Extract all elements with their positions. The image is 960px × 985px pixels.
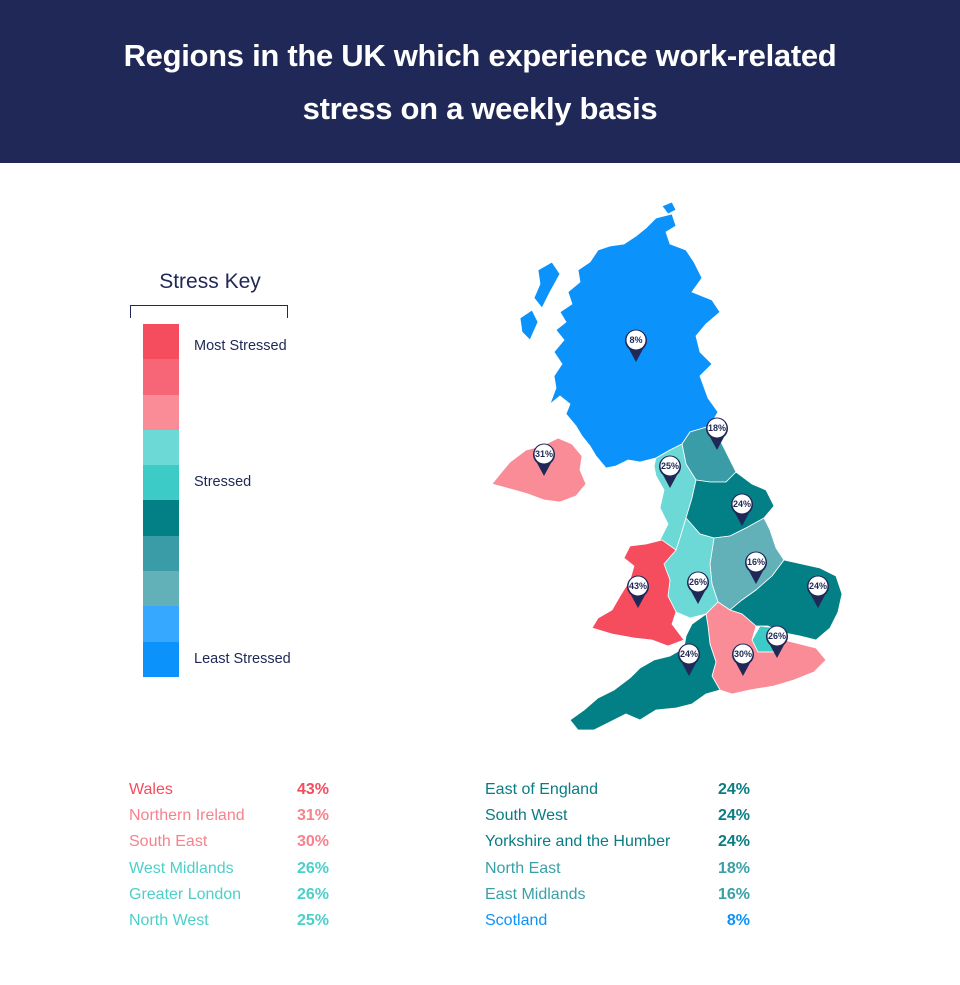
region-scotland-isles-west: [533, 261, 561, 309]
region-name: Wales: [129, 781, 173, 798]
map-pin-scotland: 8%: [625, 329, 647, 362]
map-pin-label: 43%: [629, 581, 647, 591]
region-name: South West: [485, 807, 568, 825]
region-percentage: 26%: [296, 885, 329, 903]
map-pin-northern-ireland: 31%: [533, 443, 555, 476]
map-pin-south-west: 24%: [678, 643, 700, 676]
map-pin-yorkshire: 24%: [731, 493, 753, 526]
region-name: Greater London: [129, 885, 242, 903]
map-pin-label: 31%: [535, 449, 553, 459]
map-pin-label: 30%: [734, 649, 752, 659]
map-pin-label: 16%: [747, 557, 765, 567]
stress-key-segment: [143, 324, 179, 360]
region-name: Scotland: [485, 911, 548, 929]
map-pin-label: 24%: [680, 649, 698, 659]
region-percentage: 24%: [717, 807, 750, 825]
region-name: Yorkshire and the Humber: [485, 833, 671, 851]
stats-column-left: Wales 43% Northern Ireland 31% South East 30%…: [129, 778, 329, 935]
stress-key-segment: [143, 394, 179, 430]
region-name: South East: [129, 833, 208, 851]
map-pin-east-midlands: 16%: [745, 551, 767, 584]
stress-key-gradient: [143, 324, 179, 677]
region-stat-row: East of England 24%: [485, 778, 750, 804]
stress-key-segment: [143, 359, 179, 395]
region-name: West Midlands: [129, 859, 234, 877]
map-pin-label: 26%: [689, 577, 707, 587]
region-name: Northern Ireland: [129, 807, 245, 825]
stress-key-segment: [143, 535, 179, 572]
stress-key-segment: [143, 429, 179, 466]
map-pin-east-of-england: 24%: [807, 575, 829, 608]
region-stat-row: Northern Ireland 31%: [129, 804, 329, 830]
region-percentage: 18%: [717, 859, 750, 877]
region-percentage: 16%: [717, 885, 750, 903]
map-pin-wales: 43%: [627, 575, 649, 608]
map-pin-label: 26%: [768, 631, 786, 641]
page-title: Regions in the UK which experience work-…: [123, 37, 837, 126]
region-percentage: 25%: [296, 911, 329, 929]
region-south-west: [569, 613, 721, 731]
key-label-stressed: Stressed: [194, 474, 252, 490]
map-pin-label: 24%: [809, 581, 827, 591]
key-label-least-stressed: Least Stressed: [194, 651, 291, 667]
stats-column-right: East of England 24% South West 24% Yorkshire…: [485, 778, 750, 935]
map-pin-north-west: 25%: [659, 455, 681, 488]
region-percentage: 8%: [726, 911, 750, 929]
region-percentage: 30%: [296, 833, 329, 851]
region-name: East Midlands: [485, 885, 586, 903]
header-banner: Regions in the UK which experience work-…: [0, 0, 960, 163]
stress-key-bracket: [130, 305, 288, 318]
region-stat-row: North West 25%: [129, 909, 329, 935]
stress-key-segment: [143, 465, 179, 501]
region-percentage: 26%: [296, 859, 329, 877]
region-percentage: 31%: [296, 807, 329, 825]
region-stat-row: East Midlands 16%: [485, 883, 750, 909]
region-name: North West: [129, 911, 209, 929]
stress-key-segment: [143, 606, 179, 642]
region-stat-row: Wales 43%: [129, 778, 329, 804]
map-pin-greater-london: 26%: [766, 625, 788, 658]
uk-map: 8% 31% 18% 25% 24% 16% 43% 26% 24% 26% 24% 30%: [480, 200, 880, 760]
stress-key-segment: [143, 571, 179, 607]
region-stat-row: South West 24%: [485, 804, 750, 830]
region-name: North East: [485, 859, 561, 877]
map-pin-label: 25%: [661, 461, 679, 471]
key-label-most-stressed: Most Stressed: [194, 338, 287, 354]
region-stat-row: South East 30%: [129, 830, 329, 856]
map-pin-north-east: 18%: [706, 417, 729, 450]
stress-key-segment: [143, 500, 179, 536]
stress-key-title: Stress Key: [159, 270, 261, 293]
map-pin-west-midlands: 26%: [687, 571, 709, 604]
region-stat-row: Yorkshire and the Humber 24%: [485, 830, 750, 856]
region-northern-ireland: [491, 437, 587, 503]
region-percentage: 24%: [717, 781, 750, 798]
region-stat-row: North East 18%: [485, 857, 750, 883]
map-pin-label: 18%: [708, 423, 726, 433]
map-pin-label: 8%: [629, 335, 642, 345]
region-percentage: 24%: [717, 833, 750, 851]
stress-key-segment: [143, 641, 179, 677]
map-pin-south-east: 30%: [732, 643, 754, 676]
region-scotland-isles-hebrides: [519, 309, 539, 341]
region-percentage: 43%: [296, 781, 329, 798]
region-name: East of England: [485, 781, 598, 798]
map-pin-label: 24%: [733, 499, 751, 509]
region-stat-row: Greater London 26%: [129, 883, 329, 909]
region-scotland-isles-north: [661, 201, 677, 215]
region-stat-row: West Midlands 26%: [129, 857, 329, 883]
region-stat-row: Scotland 8%: [485, 909, 750, 935]
